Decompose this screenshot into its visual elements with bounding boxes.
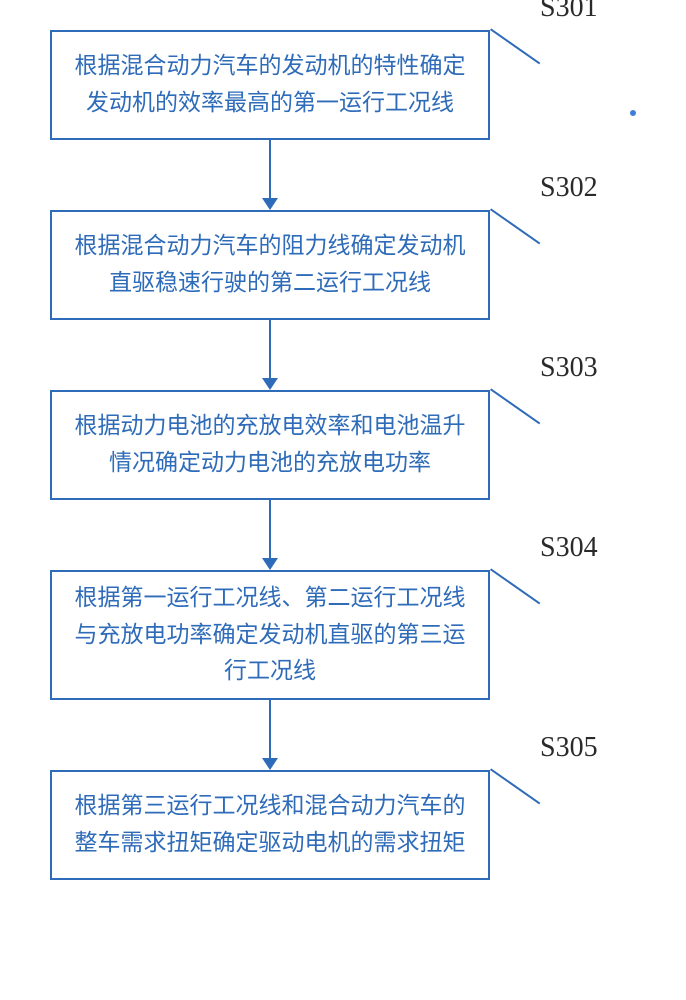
flow-step-row: 根据混合动力汽车的发动机的特性确定发动机的效率最高的第一运行工况线S301 xyxy=(50,30,610,140)
flow-step-box: 根据混合动力汽车的阻力线确定发动机直驱稳速行驶的第二运行工况线 xyxy=(50,210,490,320)
flow-step-label: S302 xyxy=(540,172,598,204)
flow-step-text: 根据第一运行工况线、第二运行工况线与充放电功率确定发动机直驱的第三运行工况线 xyxy=(70,580,470,690)
flow-connector xyxy=(50,700,490,770)
flow-step-text: 根据混合动力汽车的发动机的特性确定发动机的效率最高的第一运行工况线 xyxy=(70,48,470,122)
flow-step-box: 根据第三运行工况线和混合动力汽车的整车需求扭矩确定驱动电机的需求扭矩 xyxy=(50,770,490,880)
label-connector-line xyxy=(490,568,540,604)
flow-step-row: 根据第一运行工况线、第二运行工况线与充放电功率确定发动机直驱的第三运行工况线S3… xyxy=(50,570,610,700)
flow-step-label: S305 xyxy=(540,732,598,764)
flow-arrow xyxy=(262,700,278,770)
flow-step-text: 根据动力电池的充放电效率和电池温升情况确定动力电池的充放电功率 xyxy=(70,408,470,482)
flow-step-box: 根据动力电池的充放电效率和电池温升情况确定动力电池的充放电功率 xyxy=(50,390,490,500)
flow-arrow xyxy=(262,320,278,390)
flow-arrow xyxy=(262,140,278,210)
arrow-line xyxy=(269,140,271,198)
arrow-head-icon xyxy=(262,558,278,570)
arrow-head-icon xyxy=(262,758,278,770)
arrow-line xyxy=(269,500,271,558)
flow-step-row: 根据动力电池的充放电效率和电池温升情况确定动力电池的充放电功率S303 xyxy=(50,390,610,500)
flow-step-row: 根据混合动力汽车的阻力线确定发动机直驱稳速行驶的第二运行工况线S302 xyxy=(50,210,610,320)
flow-step-label: S303 xyxy=(540,352,598,384)
flow-connector xyxy=(50,500,490,570)
arrow-head-icon xyxy=(262,378,278,390)
flow-step-box: 根据混合动力汽车的发动机的特性确定发动机的效率最高的第一运行工况线 xyxy=(50,30,490,140)
flow-step-row: 根据第三运行工况线和混合动力汽车的整车需求扭矩确定驱动电机的需求扭矩S305 xyxy=(50,770,610,880)
label-connector-line xyxy=(490,208,540,244)
label-connector-line xyxy=(490,768,540,804)
flow-connector xyxy=(50,320,490,390)
label-connector-line xyxy=(490,28,540,64)
flow-step-text: 根据混合动力汽车的阻力线确定发动机直驱稳速行驶的第二运行工况线 xyxy=(70,228,470,302)
flow-step-box: 根据第一运行工况线、第二运行工况线与充放电功率确定发动机直驱的第三运行工况线 xyxy=(50,570,490,700)
flow-step-label: S304 xyxy=(540,532,598,564)
flowchart-container: 根据混合动力汽车的发动机的特性确定发动机的效率最高的第一运行工况线S301根据混… xyxy=(50,30,610,880)
flow-connector xyxy=(50,140,490,210)
decorative-dot xyxy=(630,110,636,116)
arrow-line xyxy=(269,320,271,378)
arrow-head-icon xyxy=(262,198,278,210)
flow-step-text: 根据第三运行工况线和混合动力汽车的整车需求扭矩确定驱动电机的需求扭矩 xyxy=(70,788,470,862)
arrow-line xyxy=(269,700,271,758)
label-connector-line xyxy=(490,388,540,424)
flow-step-label: S301 xyxy=(540,0,598,24)
flow-arrow xyxy=(262,500,278,570)
